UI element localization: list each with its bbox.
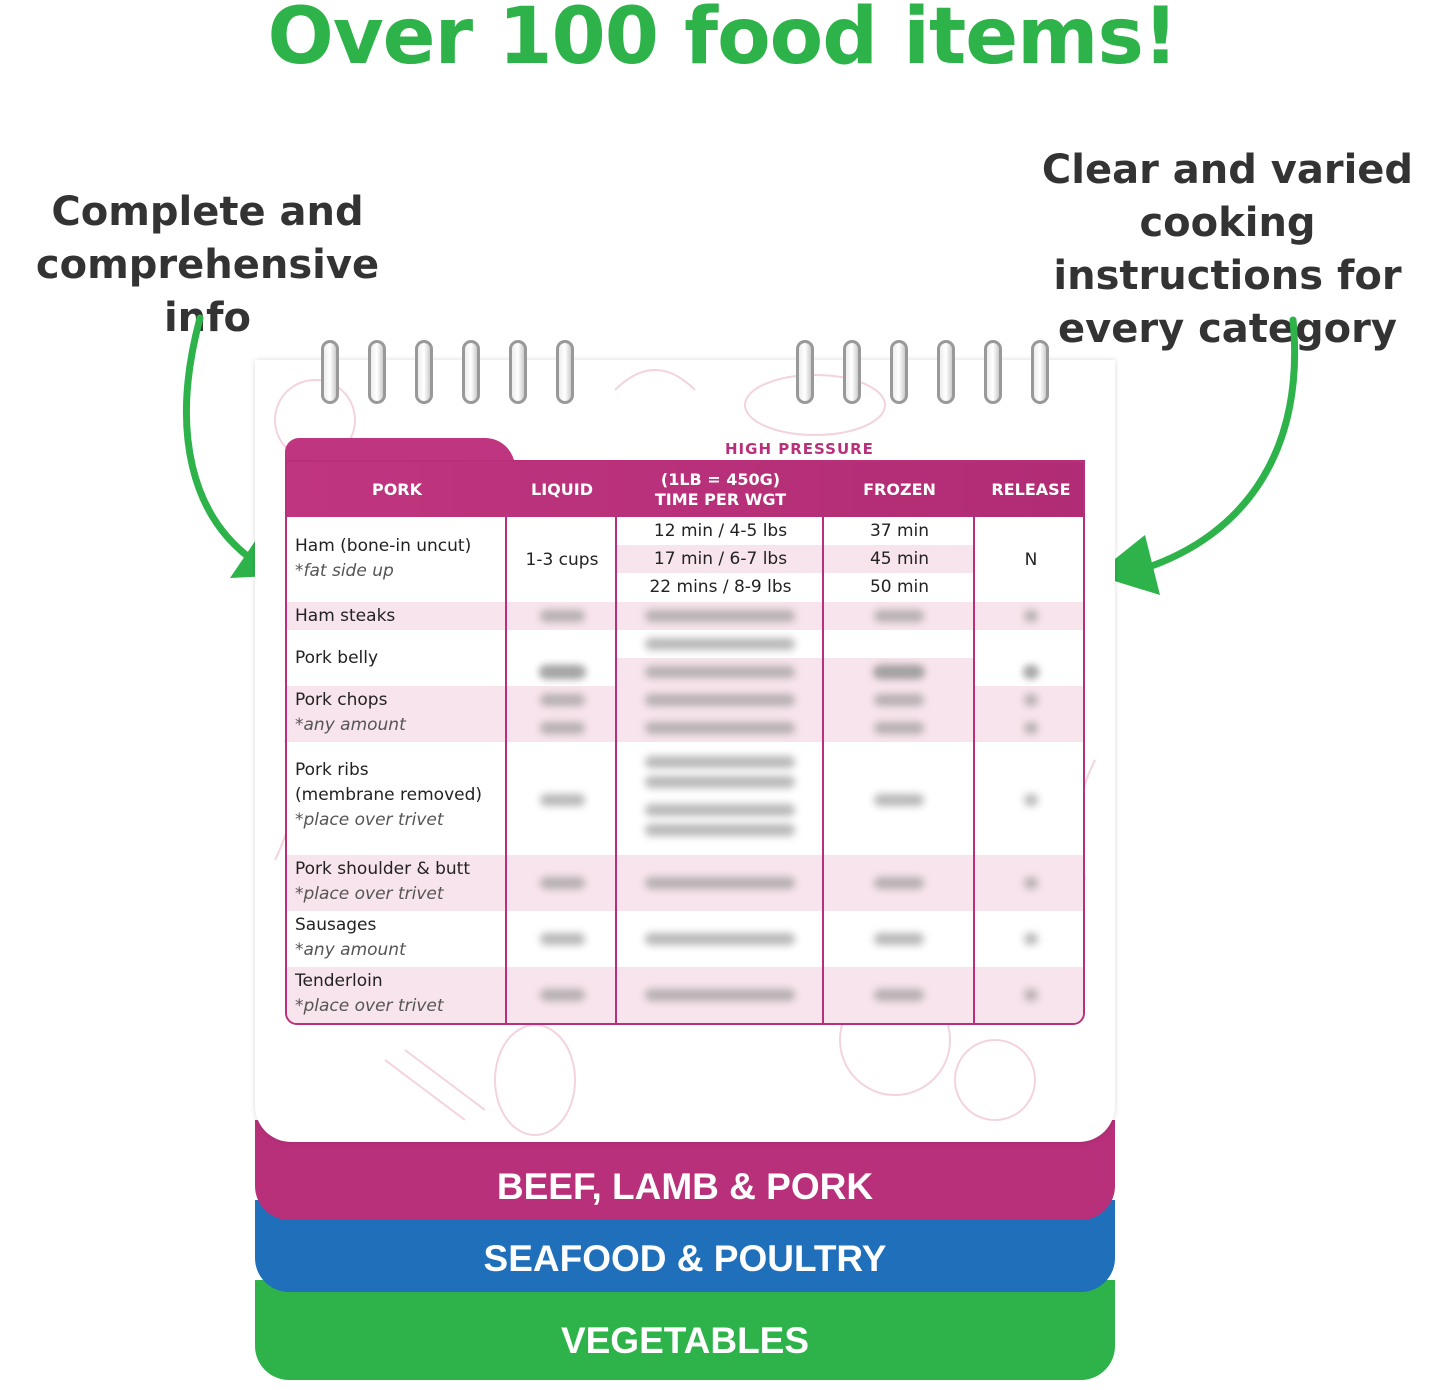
blurred-value <box>539 933 585 945</box>
row-pork-ribs-name: Pork ribs (membrane removed) *place over t… <box>295 760 483 830</box>
ham-liquid: 1-3 cups <box>525 549 599 570</box>
table-header: PORK LIQUID (1LB = 450G) TIME PER WGT FRO… <box>287 462 1083 517</box>
ham-time-3: 22 mins / 8-9 lbs <box>649 577 792 597</box>
blurred-value <box>1024 933 1038 945</box>
spiral-ring <box>321 340 339 404</box>
blurred-value <box>645 804 795 816</box>
divider <box>505 517 507 1023</box>
header-release: RELEASE <box>991 479 1071 499</box>
spiral-ring <box>509 340 527 404</box>
ham-frozen-2: 45 min <box>869 549 930 569</box>
blurred-value <box>645 610 795 622</box>
blurred-value <box>645 666 795 678</box>
stripe <box>617 545 975 573</box>
blurred-value <box>539 722 585 734</box>
header-pork: PORK <box>371 479 423 499</box>
ham-frozen-3: 50 min <box>869 577 930 597</box>
spiral-ring <box>937 340 955 404</box>
blurred-value <box>1024 694 1038 706</box>
blurred-value <box>874 610 924 622</box>
header-frozen: FROZEN <box>863 479 936 499</box>
ham-time-2: 17 min / 6-7 lbs <box>653 549 788 569</box>
blurred-value <box>874 794 924 806</box>
blurred-value <box>874 933 924 945</box>
divider <box>973 517 975 1023</box>
blurred-value <box>539 989 585 1001</box>
spiral-ring <box>415 340 433 404</box>
row-tenderloin-name: Tenderloin *place over trivet <box>295 971 444 1016</box>
ham-release: N <box>1024 549 1038 570</box>
blurred-value <box>539 610 585 622</box>
row-pork-chops-name: Pork chops *any amount <box>295 690 406 735</box>
tab-vegetables[interactable]: VEGETABLES <box>255 1280 1115 1380</box>
blurred-value <box>645 756 795 768</box>
blurred-value <box>1024 794 1038 806</box>
callout-right: Clear and varied cooking instructions fo… <box>1041 147 1414 352</box>
blurred-value <box>1024 722 1038 734</box>
divider <box>615 517 617 1023</box>
blurred-value <box>539 877 585 889</box>
blurred-value <box>874 666 924 678</box>
blurred-value <box>645 638 795 650</box>
blurred-value <box>645 877 795 889</box>
spiral-ring <box>843 340 861 404</box>
blurred-value <box>645 776 795 788</box>
spiral-ring <box>796 340 814 404</box>
row-pork-shoulder-name: Pork shoulder & butt *place over trivet <box>295 859 471 904</box>
blurred-value <box>645 989 795 1001</box>
blurred-value <box>874 722 924 734</box>
arrow-right-icon <box>1095 316 1299 595</box>
blurred-value <box>1024 610 1038 622</box>
spiral-ring <box>462 340 480 404</box>
blurred-value <box>1024 989 1038 1001</box>
header-time-line2: TIME PER WGT <box>654 489 787 509</box>
divider <box>822 517 824 1023</box>
blurred-value <box>539 666 585 678</box>
spiral-ring <box>556 340 574 404</box>
blurred-value <box>874 989 924 1001</box>
header-liquid: LIQUID <box>531 479 593 499</box>
blurred-value <box>874 877 924 889</box>
blurred-value <box>645 694 795 706</box>
spiral-ring <box>890 340 908 404</box>
row-pork-belly-name: Pork belly <box>295 648 379 668</box>
header-time: (1LB = 450G) TIME PER WGT <box>617 462 824 517</box>
cooking-table: PORK LIQUID (1LB = 450G) TIME PER WGT FRO… <box>285 460 1085 1025</box>
blurred-value <box>645 824 795 836</box>
blurred-value <box>874 694 924 706</box>
blurred-value <box>645 722 795 734</box>
blurred-value <box>645 933 795 945</box>
blurred-value <box>1024 877 1038 889</box>
high-pressure-label: HIGH PRESSURE <box>725 440 874 458</box>
spiral-ring <box>984 340 1002 404</box>
spiral-ring <box>1031 340 1049 404</box>
row-ham-steaks-name: Ham steaks <box>295 606 396 626</box>
spiral-ring <box>368 340 386 404</box>
ham-time-1: 12 min / 4-5 lbs <box>653 521 788 541</box>
blurred-value <box>1024 666 1038 678</box>
ham-frozen-1: 37 min <box>869 521 930 541</box>
blurred-value <box>539 794 585 806</box>
blurred-value <box>539 694 585 706</box>
headline: Over 100 food items! <box>267 0 1179 82</box>
row-sausages-name: Sausages *any amount <box>295 915 406 960</box>
row-ham-name: Ham (bone-in uncut) *fat side up <box>295 536 472 581</box>
header-time-line1: (1LB = 450G) <box>660 469 781 489</box>
callout-left: Complete and comprehensive info <box>35 189 380 341</box>
